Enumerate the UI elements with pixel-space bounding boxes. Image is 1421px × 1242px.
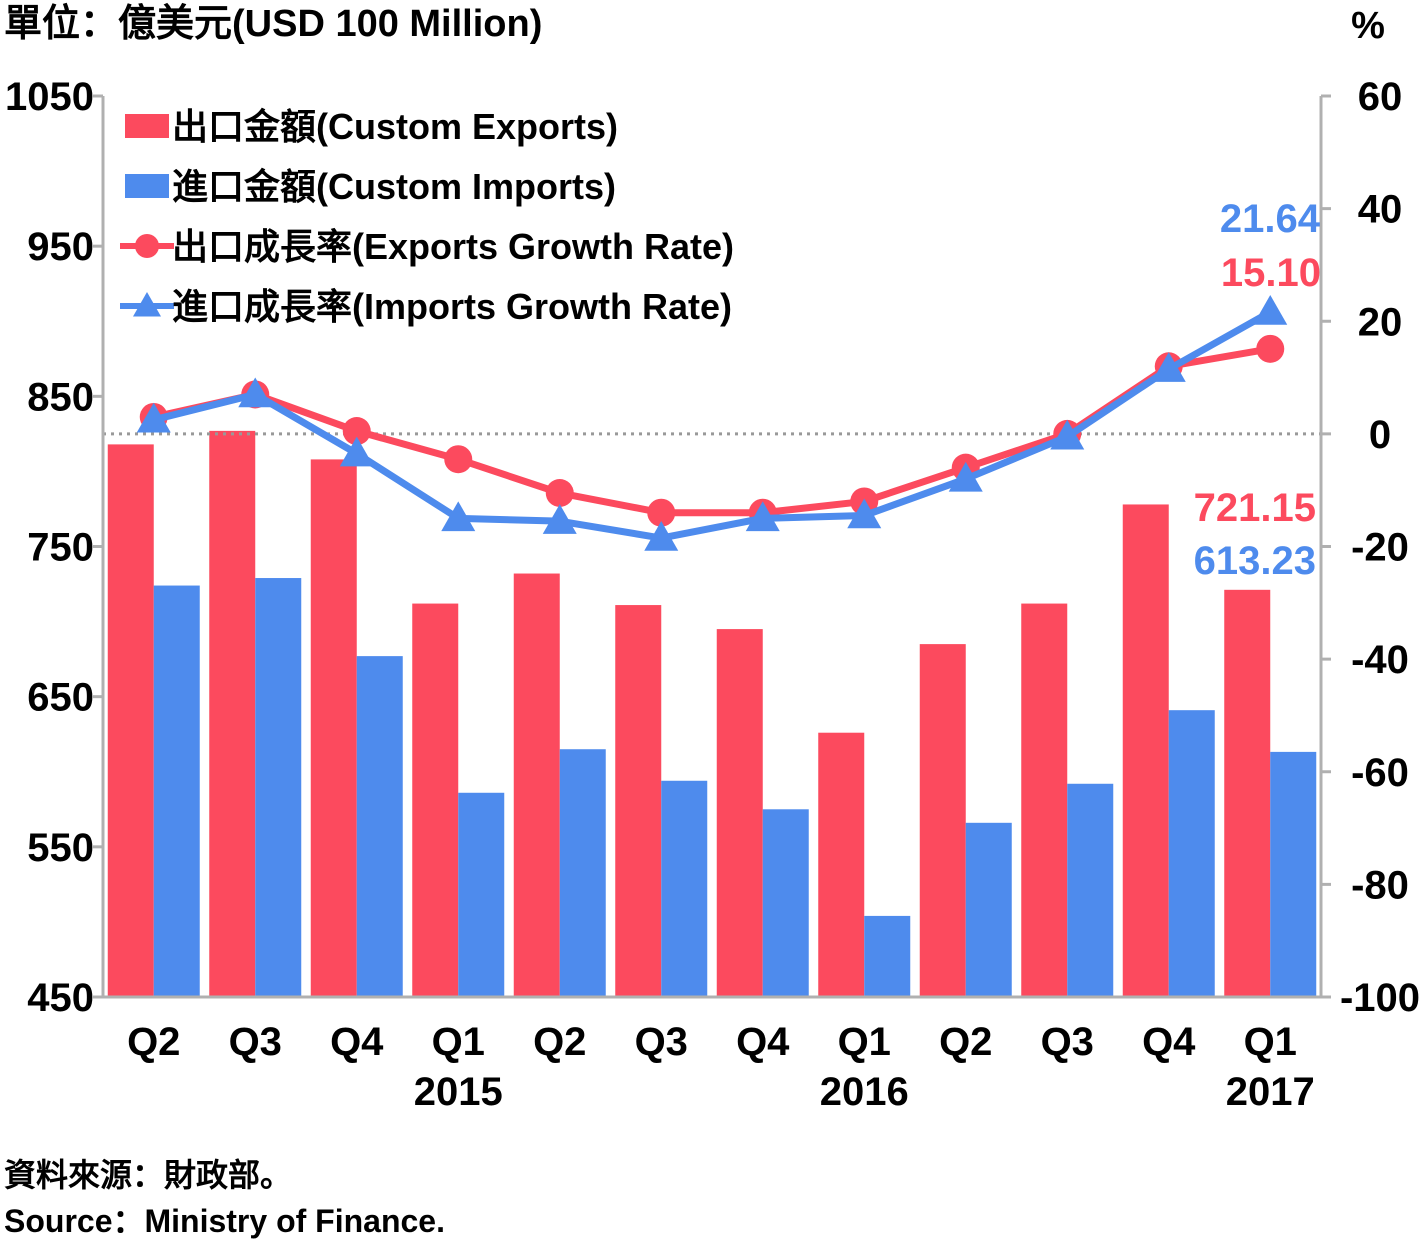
- legend-label-2: 出口成長率(Exports Growth Rate): [172, 226, 734, 267]
- y-right-tick-label-4: -20: [1351, 526, 1409, 570]
- import-bar-2: [356, 656, 403, 997]
- x-year-label-2017: 2017: [1226, 1070, 1315, 1114]
- source-chinese: 資料來源：財政部。: [4, 1157, 293, 1193]
- exports-value-label: 721.15: [1194, 486, 1316, 530]
- import-growth-point-6: [745, 501, 780, 532]
- x-tick-label-7: Q1: [838, 1020, 891, 1064]
- x-tick-label-3: Q1: [432, 1020, 485, 1064]
- y-right-tick-label-2: -60: [1351, 751, 1409, 795]
- export-bar-8: [919, 644, 966, 997]
- bars-layer: [107, 430, 1317, 997]
- export-bar-7: [818, 732, 865, 997]
- x-tick-label-9: Q3: [1041, 1020, 1094, 1064]
- source-english: Source：Ministry of Finance.: [4, 1203, 445, 1239]
- legend-marker-2: [135, 234, 159, 258]
- export-growth-point-2: [342, 417, 371, 446]
- export-bar-0: [107, 444, 154, 997]
- export-bar-1: [209, 430, 256, 997]
- import-bar-10: [1168, 710, 1215, 997]
- y-left-tick-label-6: 1050: [5, 75, 94, 119]
- import-growth-point-0: [136, 402, 171, 433]
- x-tick-label-5: Q3: [635, 1020, 688, 1064]
- import-bar-7: [864, 915, 911, 997]
- y-right-tick-label-8: 60: [1358, 75, 1403, 119]
- legend: 出口金額(Custom Exports) 進口金額(Custom Imports)…: [120, 106, 734, 327]
- import-growth-point-5: [644, 521, 679, 551]
- y-left-tick-label-3: 750: [27, 526, 94, 570]
- y-right-tick-label-5: 0: [1369, 413, 1391, 457]
- import-bar-1: [255, 578, 302, 997]
- import-growth-point-9: [1050, 419, 1085, 450]
- axes-layer: 450 550 650 750 850 950 1050 -100 -80 -60 -40 -20 0 2…: [5, 75, 1420, 1114]
- import-growth-point-11: [1253, 295, 1288, 325]
- y-right-tick-label-6: 20: [1358, 300, 1403, 344]
- export-bar-3: [412, 603, 459, 997]
- y-left-tick-label-0: 450: [27, 976, 94, 1020]
- y-left-tick-label-4: 850: [27, 375, 94, 419]
- import-growth-point-8: [948, 461, 983, 492]
- import-growth-line: [152, 308, 1272, 542]
- legend-swatch-0: [125, 114, 169, 138]
- imports-growth-label: 21.64: [1220, 197, 1321, 241]
- import-bar-5: [661, 780, 708, 997]
- x-year-label-2016: 2016: [820, 1070, 909, 1114]
- export-growth-point-11: [1256, 334, 1285, 363]
- export-growth-point-5: [647, 498, 676, 527]
- lines-layer: [136, 295, 1288, 551]
- x-tick-label-11: Q1: [1244, 1020, 1297, 1064]
- x-tick-label-6: Q4: [736, 1020, 790, 1064]
- y-left-tick-label-1: 550: [27, 826, 94, 870]
- export-bar-5: [615, 605, 662, 997]
- exports-growth-label: 15.10: [1221, 251, 1321, 295]
- y-left-axis-title: 單位：億美元(USD 100 Million): [4, 3, 542, 45]
- import-growth-point-10: [1151, 352, 1186, 382]
- export-growth-point-4: [545, 479, 574, 508]
- y-right-tick-label-3: -40: [1351, 638, 1409, 682]
- import-bar-6: [762, 809, 809, 997]
- import-bar-0: [153, 585, 200, 997]
- import-growth-point-4: [542, 504, 577, 534]
- x-tick-label-2: Q4: [330, 1020, 384, 1064]
- y-left-tick-label-5: 950: [27, 225, 94, 269]
- annotations-layer: 21.64 15.10 721.15 613.23: [1194, 197, 1321, 583]
- import-growth-point-1: [238, 377, 273, 408]
- legend-marker-3: [133, 292, 161, 317]
- export-bar-10: [1122, 504, 1169, 997]
- y-right-tick-label-0: -100: [1340, 976, 1420, 1020]
- export-bar-11: [1224, 589, 1271, 997]
- y-right-axis-title: %: [1351, 5, 1385, 47]
- import-growth-point-2: [339, 436, 374, 467]
- import-bar-8: [965, 822, 1012, 997]
- import-bar-4: [559, 749, 606, 997]
- import-bar-3: [458, 792, 505, 997]
- import-bar-11: [1270, 751, 1317, 997]
- imports-value-label: 613.23: [1194, 539, 1316, 583]
- x-tick-label-4: Q2: [533, 1020, 586, 1064]
- x-tick-label-8: Q2: [939, 1020, 992, 1064]
- y-left-tick-label-2: 650: [27, 676, 94, 720]
- x-tick-label-10: Q4: [1142, 1020, 1196, 1064]
- export-growth-point-3: [444, 445, 473, 474]
- y-right-tick-label-7: 40: [1358, 188, 1403, 232]
- export-bar-2: [310, 459, 357, 997]
- export-bar-4: [513, 573, 560, 997]
- export-bar-9: [1021, 603, 1068, 997]
- x-year-label-2015: 2015: [414, 1070, 503, 1114]
- legend-swatch-1: [125, 174, 169, 198]
- legend-label-0: 出口金額(Custom Exports): [172, 106, 618, 147]
- y-right-tick-label-1: -80: [1351, 863, 1409, 907]
- import-growth-point-7: [847, 498, 882, 529]
- legend-label-1: 進口金額(Custom Imports): [172, 166, 616, 207]
- import-bar-9: [1067, 783, 1114, 997]
- legend-label-3: 進口成長率(Imports Growth Rate): [172, 286, 732, 327]
- x-tick-label-1: Q3: [229, 1020, 282, 1064]
- import-growth-point-3: [441, 501, 476, 532]
- x-tick-label-0: Q2: [127, 1020, 180, 1064]
- export-bar-6: [716, 629, 763, 997]
